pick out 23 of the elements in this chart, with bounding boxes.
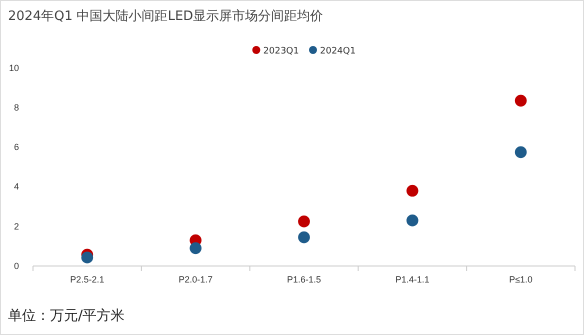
x-tick-label: P1.4-1.1 bbox=[395, 274, 430, 284]
x-tick-label: P2.5-2.1 bbox=[70, 274, 104, 284]
point bbox=[406, 214, 418, 226]
x-tick-label: P2.0-1.7 bbox=[178, 274, 213, 284]
legend-label: 2023Q1 bbox=[263, 46, 299, 56]
point bbox=[190, 242, 202, 254]
y-tick-label: 4 bbox=[14, 182, 19, 192]
y-tick-label: 0 bbox=[14, 260, 19, 271]
legend-label: 2024Q1 bbox=[320, 46, 356, 56]
point bbox=[514, 146, 527, 158]
point bbox=[298, 231, 310, 244]
x-tick-label: P1.6-1.5 bbox=[286, 274, 322, 284]
point bbox=[298, 216, 310, 228]
point bbox=[514, 94, 527, 107]
point bbox=[81, 252, 94, 264]
point bbox=[406, 184, 418, 197]
x-tick-label: P≤1.0 bbox=[509, 274, 533, 284]
y-tick-label: 2 bbox=[14, 221, 19, 232]
text: 单位：万元/平方米 bbox=[8, 308, 125, 324]
chart-title: 2024年Q1 中国大陆小间距LED显示屏市场分间距均价 bbox=[8, 9, 324, 24]
y-tick-label: 8 bbox=[14, 102, 19, 112]
y-tick-label: 10 bbox=[8, 62, 19, 73]
y-tick-label: 6 bbox=[14, 142, 19, 152]
